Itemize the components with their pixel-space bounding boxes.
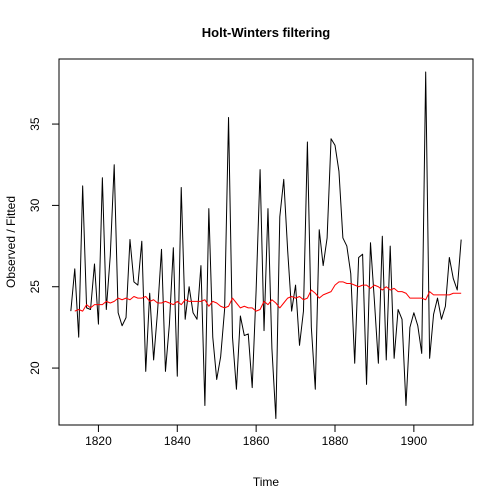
x-axis: 1820 1840 1860 1880 1900 — [85, 424, 428, 448]
plot-frame — [58, 58, 474, 426]
plot-area — [58, 58, 474, 426]
y-tick-label: 30 — [28, 198, 42, 212]
x-axis-label: Time — [253, 475, 280, 489]
y-tick-label: 35 — [28, 117, 42, 131]
x-tick-label: 1860 — [243, 434, 270, 448]
y-tick-label: 20 — [28, 361, 42, 375]
x-tick-label: 1820 — [85, 434, 112, 448]
x-tick-label: 1900 — [401, 434, 428, 448]
chart-title: Holt-Winters filtering — [202, 25, 330, 40]
observed-series-line — [70, 71, 462, 419]
y-tick-label: 25 — [28, 280, 42, 294]
y-axis-label: Observed / Fitted — [4, 196, 18, 288]
fitted-series-line — [74, 281, 462, 312]
y-axis: 20 25 30 35 — [28, 117, 60, 375]
series-layer — [70, 71, 462, 419]
x-tick-label: 1840 — [164, 434, 191, 448]
x-tick-label: 1880 — [322, 434, 349, 448]
